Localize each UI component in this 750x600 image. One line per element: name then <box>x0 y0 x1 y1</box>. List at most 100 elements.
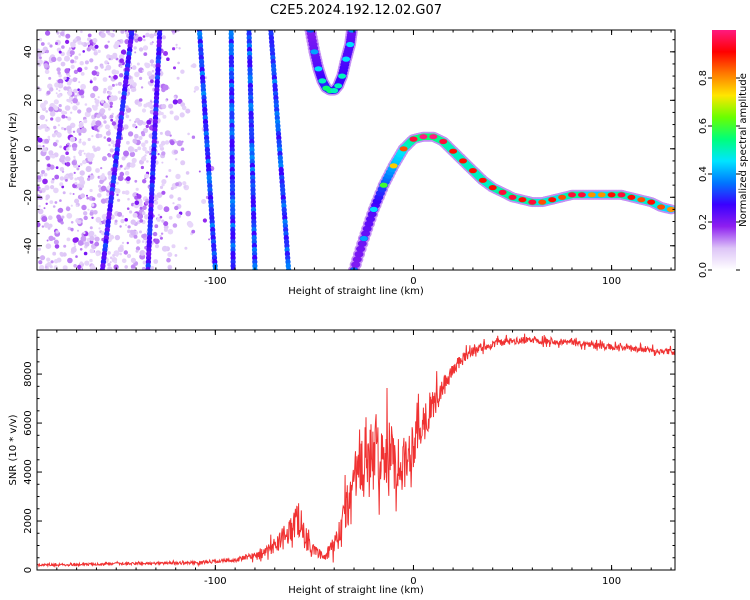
noise-speckle <box>79 138 82 141</box>
noise-speckle <box>83 251 88 256</box>
noise-speckle <box>107 170 113 177</box>
noise-speckle <box>45 30 51 36</box>
noise-speckle <box>172 32 175 35</box>
noise-speckle <box>173 66 176 70</box>
noise-speckle <box>118 45 121 48</box>
noise-speckle <box>130 230 136 236</box>
noise-speckle <box>37 52 42 57</box>
noise-speckle <box>145 150 149 154</box>
main-trace-glow <box>362 225 372 232</box>
noise-speckle <box>82 159 87 165</box>
noise-speckle <box>48 138 51 141</box>
noise-speckle <box>141 142 146 148</box>
noise-speckle <box>177 61 180 65</box>
noise-speckle <box>52 251 57 256</box>
x-tick-label: 0 <box>410 576 416 587</box>
main-trace-point <box>409 136 418 142</box>
noise-speckle <box>47 42 51 45</box>
noise-speckle <box>117 198 121 202</box>
noise-speckle <box>162 114 167 119</box>
noise-speckle <box>159 236 163 240</box>
noise-speckle <box>75 255 78 258</box>
noise-speckle <box>125 224 127 227</box>
noise-speckle <box>65 116 68 119</box>
noise-speckle <box>138 199 143 204</box>
noise-speckle <box>78 149 83 154</box>
noise-speckle <box>49 87 54 92</box>
noise-speckle <box>108 75 111 78</box>
noise-speckle <box>175 158 178 161</box>
noise-speckle <box>63 76 67 81</box>
noise-speckle <box>119 252 122 256</box>
main-trace-point <box>369 206 378 212</box>
noise-speckle <box>100 99 105 104</box>
noise-speckle <box>66 237 71 242</box>
noise-speckle <box>106 192 110 197</box>
noise-speckle <box>68 75 71 78</box>
noise-speckle <box>134 148 138 153</box>
noise-speckle <box>100 198 107 204</box>
noise-speckle <box>82 141 87 146</box>
noise-speckle <box>142 179 147 184</box>
noise-speckle <box>55 139 59 143</box>
noise-speckle <box>146 119 152 125</box>
noise-speckle <box>95 120 102 127</box>
noise-speckle <box>87 231 93 237</box>
noise-speckle <box>44 138 50 144</box>
noise-speckle <box>45 110 48 113</box>
noise-speckle <box>130 264 136 270</box>
noise-speckle <box>191 63 197 69</box>
noise-speckle <box>173 149 179 155</box>
noise-speckle <box>140 86 144 89</box>
noise-speckle <box>161 151 166 156</box>
noise-speckle <box>82 50 85 53</box>
noise-speckle <box>179 112 185 118</box>
noise-speckle <box>163 227 168 232</box>
noise-speckle <box>117 175 124 182</box>
noise-speckle <box>91 216 94 219</box>
noise-speckle <box>69 175 74 180</box>
noise-speckle <box>141 108 147 113</box>
colorbar-label: Normalized spectral amplitude <box>738 73 749 227</box>
colorbar-tick-label: 0.2 <box>698 214 709 230</box>
noise-speckle <box>144 140 149 144</box>
noise-speckle <box>141 240 145 243</box>
noise-speckle <box>70 64 75 69</box>
main-trace-point <box>439 138 448 145</box>
noise-speckle <box>89 235 95 241</box>
noise-speckle <box>80 83 86 90</box>
noise-speckle <box>101 213 108 220</box>
noise-speckle <box>136 194 142 199</box>
noise-speckle <box>73 69 78 74</box>
noise-speckle <box>114 40 121 47</box>
noise-speckle <box>53 187 59 194</box>
noise-speckle <box>41 225 45 228</box>
noise-speckle <box>124 112 128 115</box>
snr-x-axis-label: Height of straight line (km) <box>288 585 424 596</box>
noise-speckle <box>83 231 86 235</box>
noise-speckle <box>109 234 115 240</box>
noise-speckle <box>74 177 78 181</box>
noise-speckle <box>67 257 73 264</box>
noise-speckle <box>98 134 103 138</box>
noise-speckle <box>83 215 88 221</box>
noise-speckle <box>48 223 53 228</box>
noise-speckle <box>167 228 174 235</box>
noise-speckle <box>147 151 150 154</box>
noise-speckle <box>144 200 149 205</box>
upper-trace-point <box>334 83 343 89</box>
main-trace-point <box>597 192 606 198</box>
noise-speckle <box>72 237 78 243</box>
noise-speckle <box>70 111 73 114</box>
noise-speckle <box>194 85 200 91</box>
noise-speckle <box>142 35 146 38</box>
noise-speckle <box>49 200 54 205</box>
noise-speckle <box>94 236 100 242</box>
y-tick-label: 40 <box>23 45 34 58</box>
main-trace-point <box>419 134 428 140</box>
noise-speckle <box>134 51 137 54</box>
noise-speckle <box>104 44 109 49</box>
noise-speckle <box>124 190 130 196</box>
noise-speckle <box>70 246 77 253</box>
